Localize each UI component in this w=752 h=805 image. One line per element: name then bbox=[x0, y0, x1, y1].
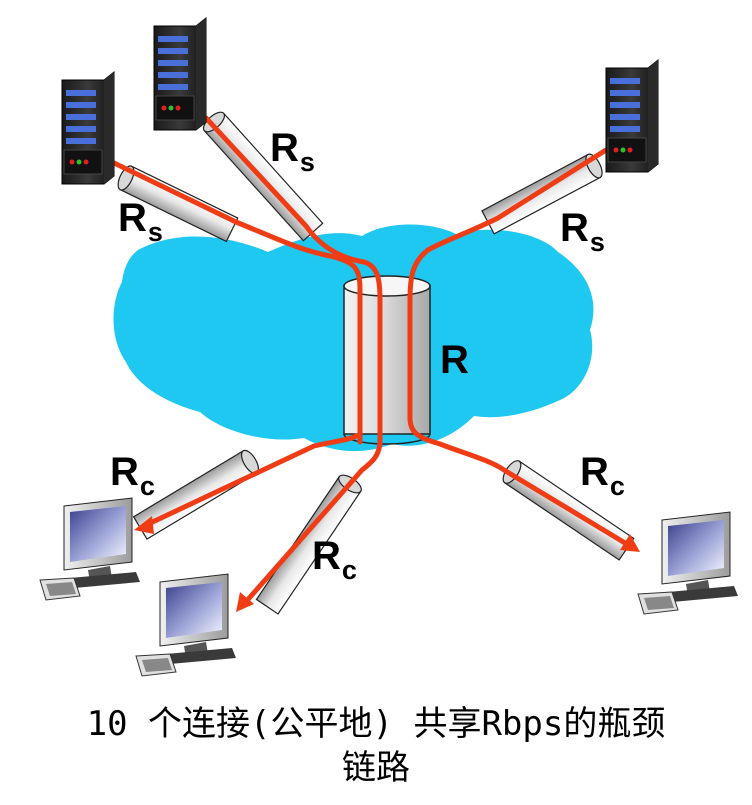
flow-path bbox=[407, 147, 633, 549]
bottleneck-rate-label: R bbox=[440, 338, 469, 382]
caption-line-2: 链路 bbox=[342, 748, 410, 788]
flow-path bbox=[203, 115, 383, 607]
arrowhead-icon bbox=[620, 534, 640, 552]
flow-path bbox=[109, 159, 363, 445]
server-link-rate-label: Rs bbox=[270, 126, 315, 177]
link-pipe-icon bbox=[117, 165, 239, 243]
computer-icon bbox=[39, 497, 141, 601]
client-link-rate-label: Rc bbox=[110, 450, 155, 501]
computer-icon bbox=[637, 511, 739, 615]
bottleneck-link bbox=[343, 275, 431, 445]
server-link-rate-label: Rs bbox=[560, 206, 605, 257]
server-icon bbox=[153, 17, 207, 131]
network-diagram bbox=[39, 17, 739, 677]
client-link-rate-label: Rc bbox=[312, 534, 357, 585]
figure-caption: 10 个连接(公平地) 共享Rbps的瓶颈 链路 bbox=[0, 702, 752, 790]
server-link-rate-label: Rs bbox=[118, 196, 163, 247]
server-icon bbox=[61, 71, 115, 185]
computer-icon bbox=[135, 573, 237, 677]
arrowhead-icon bbox=[134, 516, 154, 534]
client-link-rate-label: Rc bbox=[580, 450, 625, 501]
flow-path bbox=[141, 433, 359, 529]
server-icon bbox=[605, 59, 659, 173]
caption-line-1: 10 个连接(公平地) 共享Rbps的瓶颈 bbox=[86, 704, 666, 744]
arrowhead-icon bbox=[236, 592, 254, 612]
